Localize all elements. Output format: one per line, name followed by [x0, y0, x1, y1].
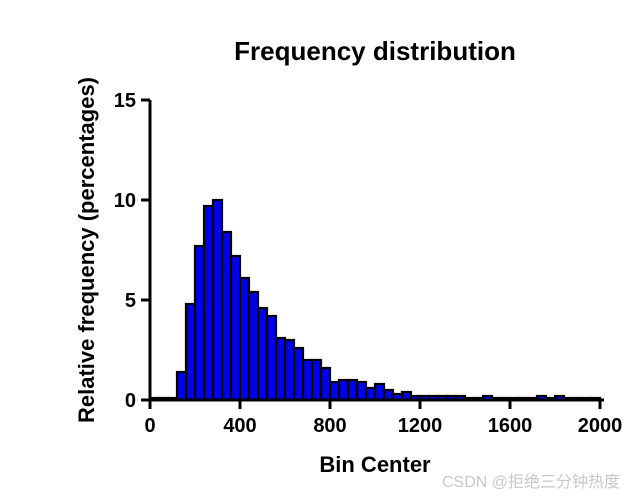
x-tick-label: 0 — [144, 415, 155, 437]
y-tick-label: 5 — [125, 290, 136, 312]
histogram-bar — [229, 254, 242, 402]
histogram-bar — [220, 230, 233, 402]
x-tick-label: 800 — [313, 415, 346, 437]
histogram-bar — [202, 204, 215, 402]
histogram-bar — [265, 314, 278, 402]
x-tick-label: 1200 — [398, 415, 443, 437]
y-tick-label: 10 — [114, 190, 136, 212]
histogram-bar — [373, 382, 386, 402]
histogram-bar — [256, 306, 269, 402]
y-axis-label: Relative frequency (percentages) — [74, 77, 99, 423]
x-ticks-group: 0 400 800 1200 1600 2000 — [144, 400, 622, 437]
histogram-bar — [211, 198, 224, 402]
histogram-bar — [292, 346, 305, 402]
histogram-bar — [283, 338, 296, 402]
chart-title: Frequency distribution — [234, 36, 516, 66]
watermark-text: CSDN @拒绝三分钟热度 — [442, 473, 620, 491]
histogram-bar — [274, 336, 287, 402]
histogram-bar — [247, 290, 260, 402]
x-tick-label: 1600 — [488, 415, 533, 437]
histogram-bar — [175, 370, 188, 402]
histogram-bar — [184, 302, 197, 402]
histogram-bar — [346, 378, 359, 402]
histogram-bar — [364, 386, 377, 402]
histogram-bar — [310, 358, 323, 402]
histogram-bar — [301, 358, 314, 402]
x-axis-label: Bin Center — [319, 452, 431, 477]
histogram-bar — [355, 380, 368, 402]
histogram-bar — [193, 244, 206, 402]
bars-group — [148, 198, 602, 402]
histogram-bar — [238, 276, 251, 402]
y-ticks-group: 0 5 10 15 — [114, 90, 150, 412]
y-tick-label: 15 — [114, 90, 136, 112]
histogram-bar — [319, 366, 332, 402]
histogram-bar — [328, 380, 341, 402]
y-tick-label: 0 — [125, 390, 136, 412]
x-tick-label: 2000 — [578, 415, 623, 437]
histogram-bar — [337, 378, 350, 402]
x-tick-label: 400 — [223, 415, 256, 437]
